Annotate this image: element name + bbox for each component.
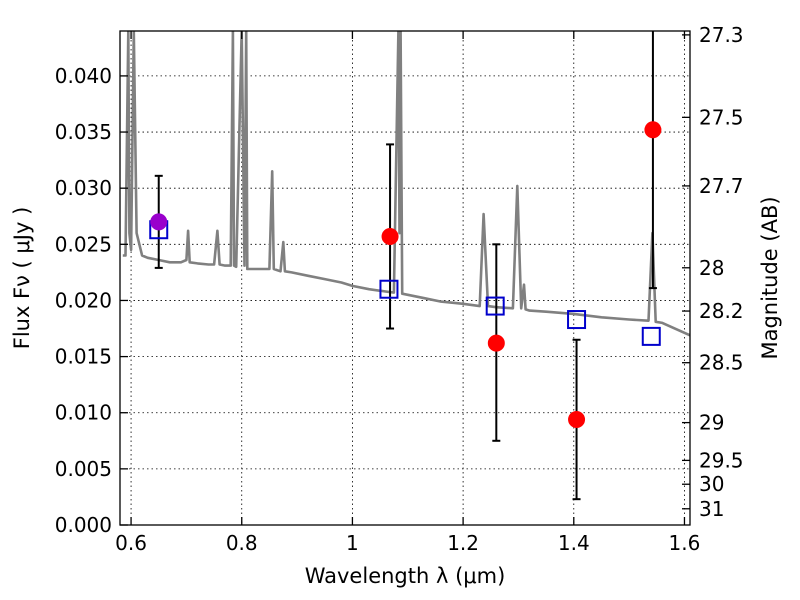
observed-point [568, 410, 586, 428]
y2-axis-label: Magnitude (AB) [758, 196, 782, 359]
x-tick-labels: 0.6 0.8 1 1.2 1.4 1.6 [115, 531, 700, 555]
y-tick-label: 0.005 [55, 457, 112, 481]
plot-frame [119, 30, 691, 526]
x-tick-label: 1.2 [447, 531, 479, 555]
spectrum-line [122, 31, 690, 337]
y-tick-labels: 0.000 0.005 0.010 0.015 0.020 0.025 0.030 0.035… [55, 64, 112, 537]
y2-tick-label: 29 [699, 411, 724, 435]
x-tick-label: 1 [346, 531, 359, 555]
y-axis-label: Flux Fν ( μJy ) [10, 207, 34, 350]
observed-points-series [150, 121, 662, 428]
y2-tick-label: 28.5 [699, 351, 744, 375]
y2-tick-label: 27.3 [699, 23, 744, 47]
model-squares-series [149, 220, 661, 346]
x-tick-label: 0.8 [226, 531, 258, 555]
y-tick-label: 0.020 [55, 288, 112, 312]
model-square-point [641, 326, 661, 346]
y2-tick-label: 27.5 [699, 105, 744, 129]
y-tick-label: 0.030 [55, 176, 112, 200]
x-axis-label: Wavelength λ (μm) [305, 564, 506, 588]
observed-point [487, 334, 505, 352]
y-tick-label: 0.015 [55, 345, 112, 369]
x-tick-label: 0.6 [115, 531, 147, 555]
observed-point [644, 121, 662, 139]
y2-tick-label: 29.5 [699, 448, 744, 472]
y-tick-label: 0.025 [55, 232, 112, 256]
ticks [120, 31, 690, 526]
observed-point [150, 213, 168, 231]
y-tick-label: 0.035 [55, 120, 112, 144]
spectrum-series [122, 31, 690, 337]
y-tick-label: 0.010 [55, 401, 112, 425]
y2-tick-label: 28 [699, 256, 724, 280]
observed-point [381, 227, 399, 245]
y2-tick-label: 31 [699, 497, 724, 521]
model-square-point [485, 296, 505, 316]
y2-tick-label: 28.2 [699, 299, 744, 323]
x-tick-label: 1.6 [669, 531, 701, 555]
model-square-point [379, 279, 399, 299]
x-tick-label: 1.4 [558, 531, 590, 555]
y2-tick-label: 30 [699, 472, 724, 496]
grid [120, 31, 690, 526]
y-tick-label: 0.040 [55, 64, 112, 88]
model-square-point [567, 310, 587, 330]
y-tick-label: 0.000 [55, 513, 112, 537]
y2-tick-label: 27.7 [699, 174, 744, 198]
